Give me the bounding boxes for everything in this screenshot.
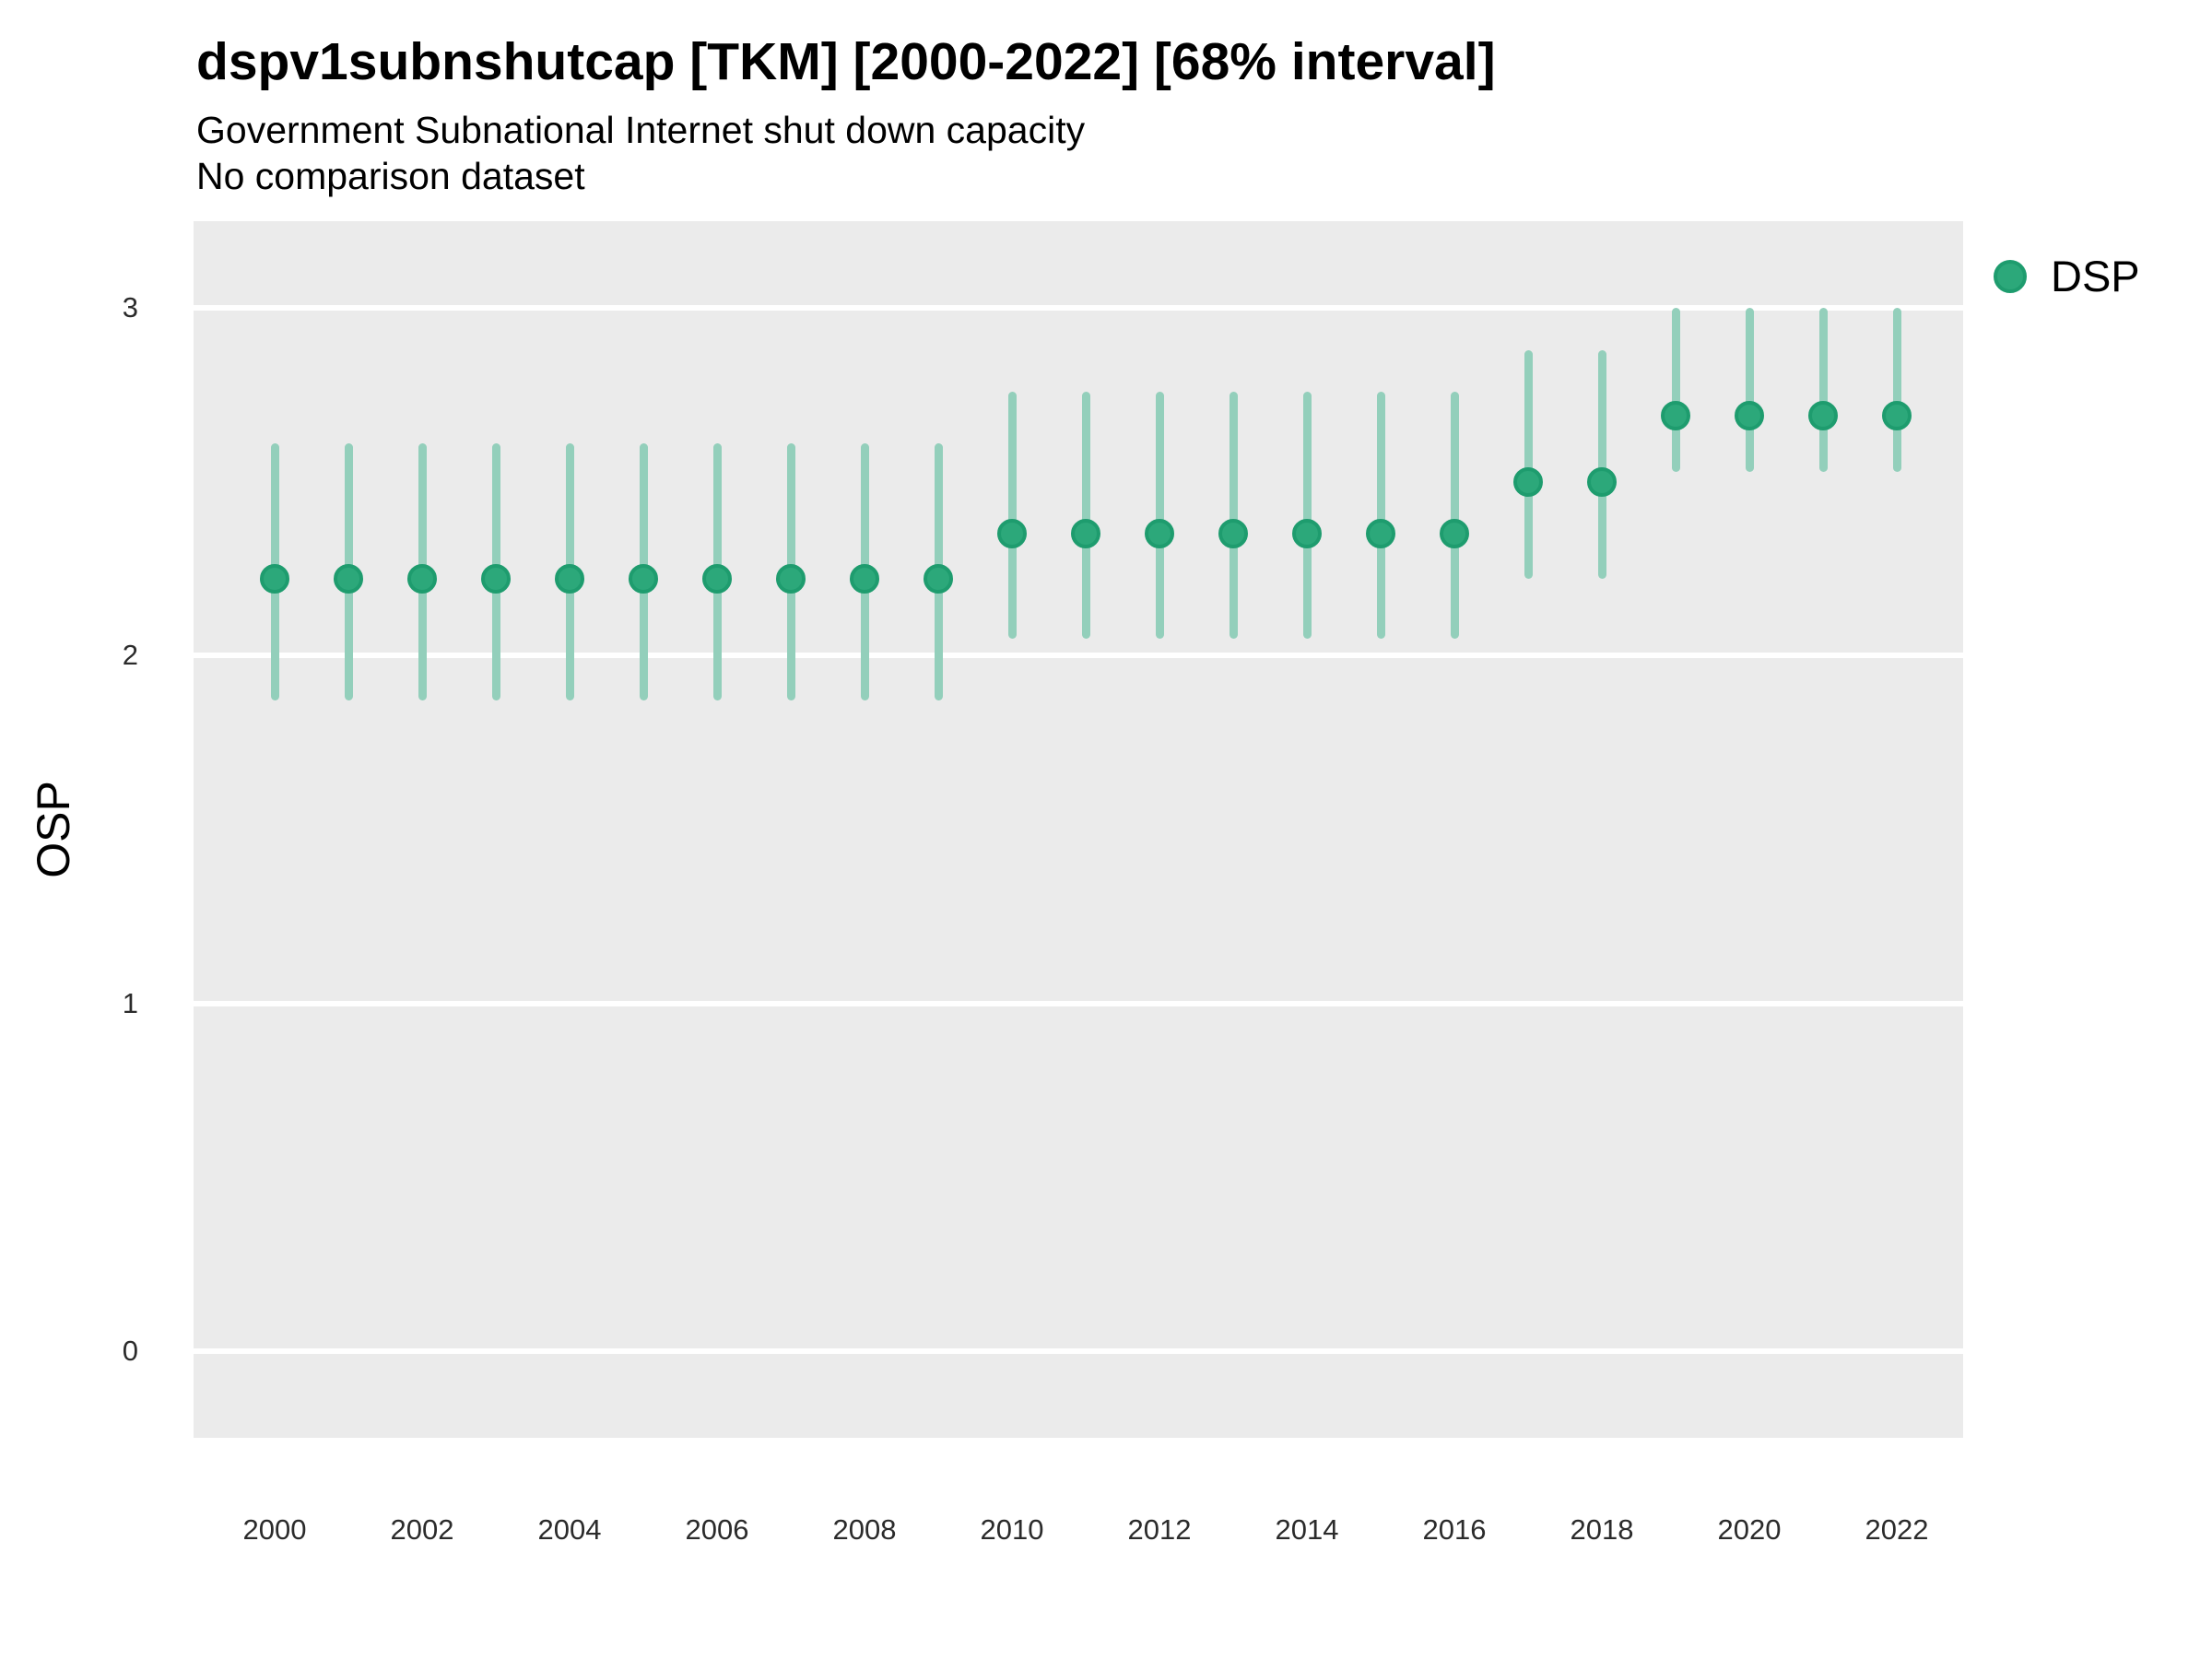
- gridline-y-0: [194, 1347, 1963, 1354]
- estimate-point-2007: [776, 564, 806, 594]
- interval-bar-2020: [1745, 308, 1754, 472]
- interval-bar-2011: [1081, 391, 1090, 639]
- x-tick-label: 2022: [1865, 1513, 1929, 1546]
- estimate-point-2000: [260, 564, 289, 594]
- x-tick-label: 2010: [980, 1513, 1044, 1546]
- interval-bar-2016: [1450, 391, 1459, 639]
- estimate-point-2006: [702, 564, 732, 594]
- estimate-point-2003: [481, 564, 511, 594]
- estimate-point-2001: [334, 564, 363, 594]
- y-axis-title: OSP: [28, 781, 79, 878]
- y-tick-label: 3: [122, 291, 138, 324]
- x-tick-label: 2002: [390, 1513, 454, 1546]
- estimate-point-2004: [555, 564, 584, 594]
- estimate-point-2017: [1513, 466, 1543, 497]
- interval-bar-2015: [1376, 391, 1385, 639]
- y-tick-label: 0: [122, 1334, 138, 1367]
- x-tick-label: 2008: [832, 1513, 897, 1546]
- gridline-y-2: [194, 653, 1963, 659]
- estimate-point-2022: [1882, 401, 1912, 431]
- gridline-y-3: [194, 305, 1963, 312]
- estimate-point-2009: [924, 564, 953, 594]
- interval-bar-2021: [1818, 308, 1828, 472]
- estimate-point-2013: [1218, 519, 1248, 549]
- interval-bar-2013: [1229, 391, 1238, 639]
- estimate-point-2008: [850, 564, 879, 594]
- x-tick-label: 2018: [1570, 1513, 1634, 1546]
- estimate-point-2021: [1808, 401, 1838, 431]
- legend-label: DSP: [2051, 252, 2140, 300]
- y-tick-label: 1: [122, 986, 138, 1019]
- x-tick-label: 2016: [1422, 1513, 1487, 1546]
- chart-title: dspv1subnshutcap [TKM] [2000-2022] [68% …: [196, 32, 1496, 91]
- estimate-point-2020: [1735, 401, 1764, 431]
- interval-bar-2017: [1524, 349, 1533, 580]
- estimate-point-2019: [1661, 401, 1690, 431]
- estimate-point-2016: [1440, 519, 1469, 549]
- estimate-point-2002: [407, 564, 437, 594]
- estimate-point-2005: [629, 564, 658, 594]
- x-tick-label: 2014: [1275, 1513, 1339, 1546]
- legend-point-icon: [1994, 260, 2027, 293]
- estimate-point-2010: [997, 519, 1027, 549]
- chart-subtitle: Government Subnational Internet shut dow…: [196, 109, 1086, 151]
- x-tick-label: 2006: [685, 1513, 749, 1546]
- interval-bar-2022: [1892, 308, 1901, 472]
- interval-bar-2018: [1597, 349, 1606, 580]
- y-tick-label: 2: [122, 639, 138, 672]
- chart-note: No comparison dataset: [196, 155, 585, 197]
- x-tick-label: 2020: [1717, 1513, 1782, 1546]
- interval-bar-2012: [1155, 391, 1164, 639]
- x-tick-label: 2012: [1127, 1513, 1192, 1546]
- gridline-y-1: [194, 1000, 1963, 1006]
- interval-bar-2014: [1302, 391, 1312, 639]
- estimate-point-2015: [1366, 519, 1395, 549]
- interval-bar-2010: [1007, 391, 1017, 639]
- legend: DSP: [1994, 249, 2140, 304]
- interval-bar-2019: [1671, 308, 1680, 472]
- estimate-point-2018: [1587, 466, 1617, 497]
- estimate-point-2014: [1292, 519, 1322, 549]
- plot-panel: [194, 221, 1963, 1438]
- estimate-point-2011: [1071, 519, 1100, 549]
- x-tick-label: 2000: [242, 1513, 307, 1546]
- estimate-point-2012: [1145, 519, 1174, 549]
- x-tick-label: 2004: [537, 1513, 602, 1546]
